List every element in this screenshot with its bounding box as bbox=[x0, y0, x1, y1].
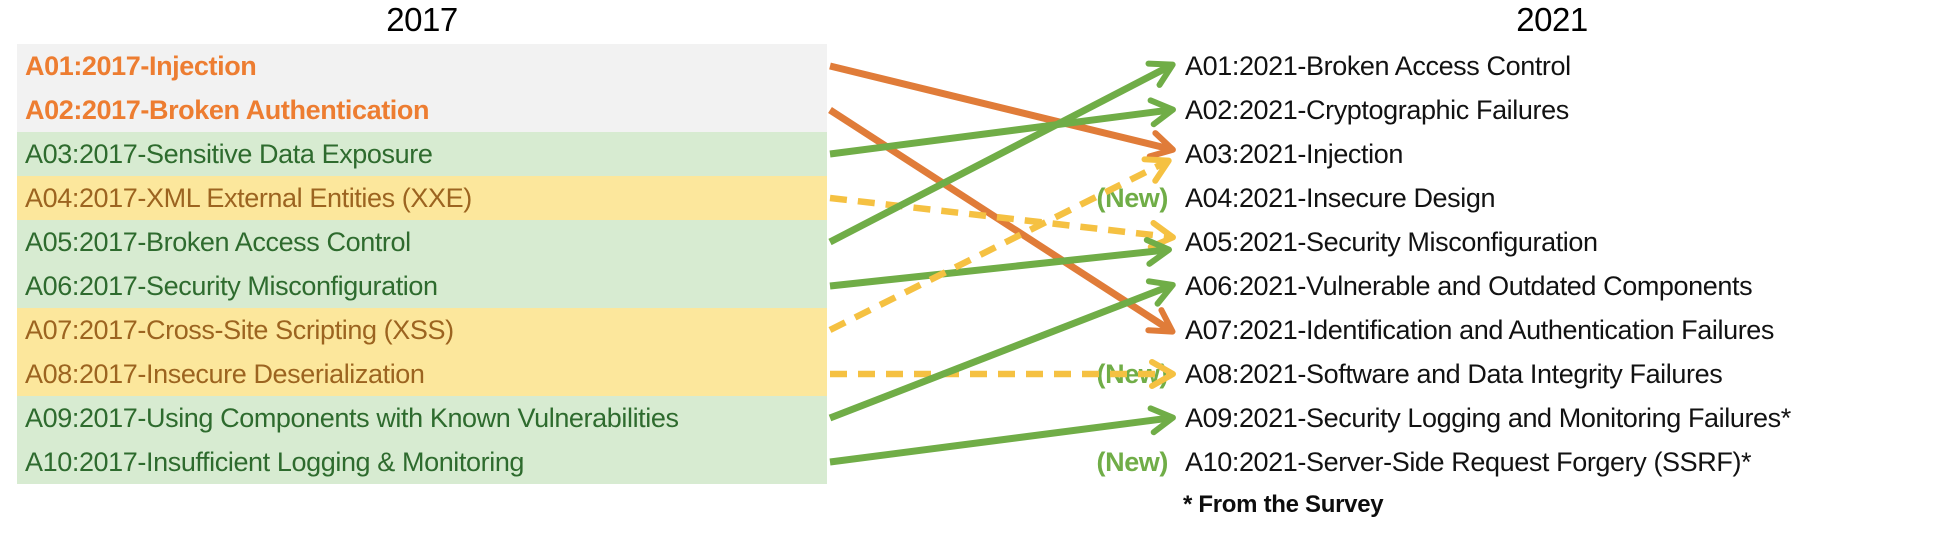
owasp-2017-item: A02:2017-Broken Authentication bbox=[17, 88, 827, 132]
owasp-2021-item: A09:2021-Security Logging and Monitoring… bbox=[1185, 402, 1791, 433]
new-badge: (New) bbox=[1096, 182, 1169, 213]
mapping-arrow-6-to-5 bbox=[829, 236, 1172, 290]
owasp-2021-item: A05:2021-Security Misconfiguration bbox=[1185, 226, 1598, 257]
column-header-2017: 2017 bbox=[386, 1, 458, 38]
owasp-2017-item: A09:2017-Using Components with Known Vul… bbox=[17, 396, 827, 440]
owasp-2017-item: A10:2017-Insufficient Logging & Monitori… bbox=[17, 440, 827, 484]
column-header-2021: 2021 bbox=[1516, 1, 1588, 38]
owasp-2017-item: A05:2017-Broken Access Control bbox=[17, 220, 827, 264]
owasp-2017-item: A07:2017-Cross-Site Scripting (XSS) bbox=[17, 308, 827, 352]
owasp-2021-item: A07:2021-Identification and Authenticati… bbox=[1185, 314, 1775, 345]
owasp-2017-item: A08:2017-Insecure Deserialization bbox=[17, 352, 827, 396]
owasp-2017-item: A03:2017-Sensitive Data Exposure bbox=[17, 132, 827, 176]
owasp-2021-list: A01:2021-Broken Access Control A02:2021-C… bbox=[1185, 44, 1791, 484]
owasp-2021-item: A08:2021-Software and Data Integrity Fai… bbox=[1185, 358, 1723, 389]
owasp-2021-item: A02:2021-Cryptographic Failures bbox=[1185, 94, 1569, 125]
mapping-arrow-2-to-7 bbox=[828, 107, 1176, 335]
owasp-2017-item: A01:2017-Injection bbox=[17, 44, 827, 88]
owasp-2017-item: A06:2017-Security Misconfiguration bbox=[17, 264, 827, 308]
new-badge: (New) bbox=[1096, 358, 1169, 389]
owasp-2021-item: A01:2021-Broken Access Control bbox=[1185, 50, 1571, 81]
mapping-arrow-1-to-3 bbox=[829, 62, 1176, 160]
owasp-2021-item: A10:2021-Server-Side Request Forgery (SS… bbox=[1185, 446, 1752, 477]
owasp-2021-item: A06:2021-Vulnerable and Outdated Compone… bbox=[1185, 270, 1753, 301]
new-badge: (New) bbox=[1096, 446, 1169, 477]
owasp-2021-item: A04:2021-Insecure Design bbox=[1185, 182, 1496, 213]
owasp-2017-item: A04:2017-XML External Entities (XXE) bbox=[17, 176, 827, 220]
owasp-2017-list: A01:2017-Injection A02:2017-Broken Authen… bbox=[17, 44, 827, 484]
survey-footnote: * From the Survey bbox=[1183, 491, 1384, 518]
mapping-arrow-3-to-2 bbox=[829, 97, 1176, 158]
owasp-2021-item: A03:2021-Injection bbox=[1185, 138, 1403, 169]
